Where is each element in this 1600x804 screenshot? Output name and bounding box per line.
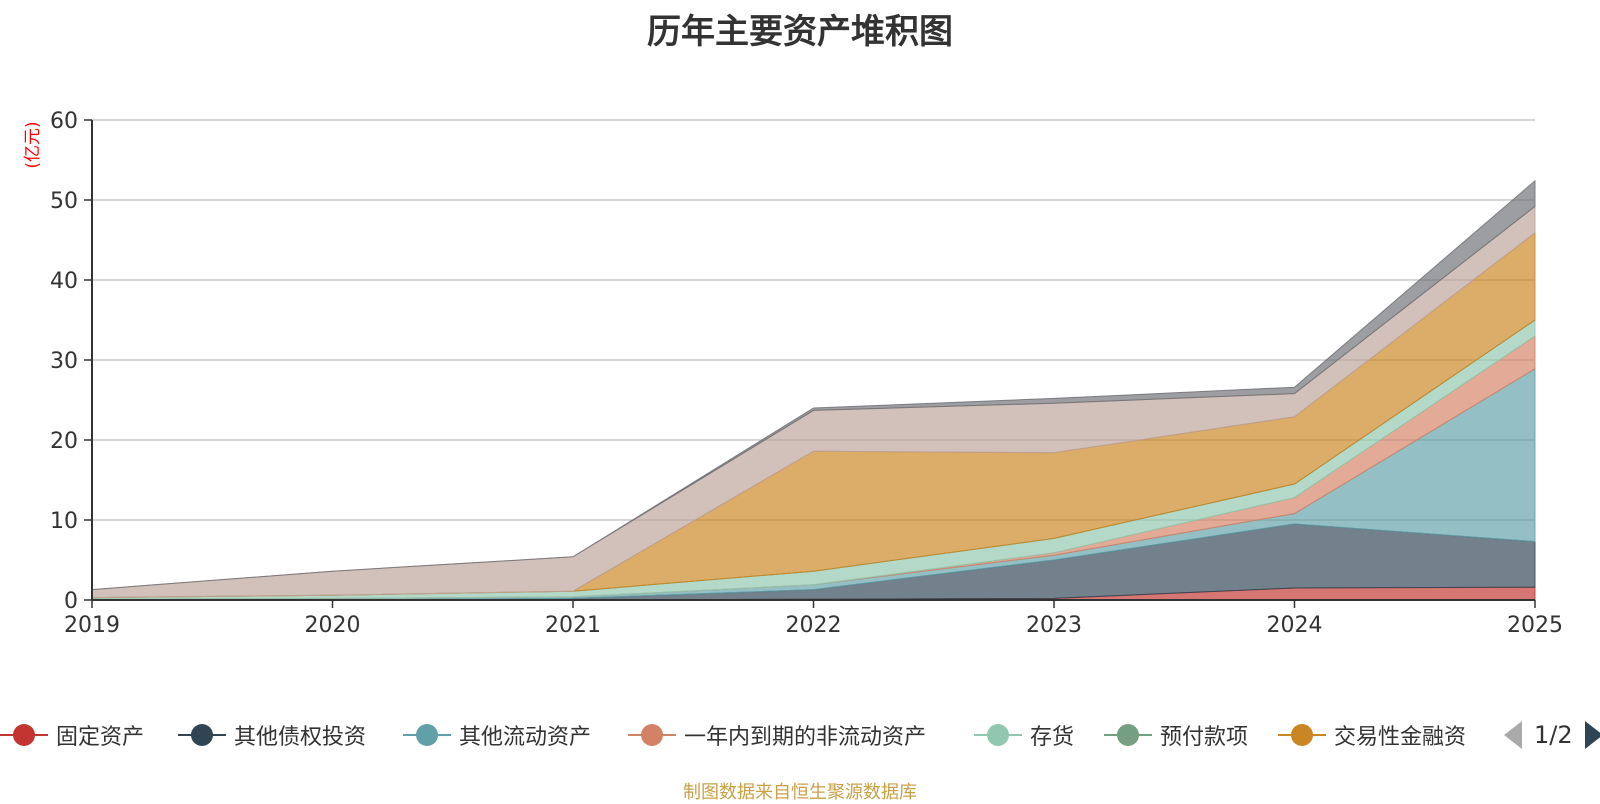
legend-prev-page-icon[interactable] [1504, 721, 1522, 749]
x-tick-label: 2020 [305, 613, 361, 638]
y-tick-label: 40 [50, 269, 78, 294]
x-tick-label: 2021 [545, 613, 601, 638]
y-tick-label: 50 [50, 189, 78, 214]
legend-item[interactable]: 交易性金融资 [1278, 715, 1466, 755]
legend-label: 一年内到期的非流动资产 [684, 725, 927, 750]
area-series-8[interactable] [91, 179, 1536, 591]
y-tick-label: 0 [64, 589, 78, 614]
legend-marker-icon [1278, 723, 1326, 747]
legend-item[interactable]: 其他债权投资 [178, 715, 366, 755]
y-tick-label: 20 [50, 429, 78, 454]
y-tick-label: 10 [50, 509, 78, 534]
x-tick-label: 2019 [64, 613, 120, 638]
legend-label: 固定资产 [56, 725, 145, 750]
x-tick-label: 2024 [1267, 613, 1323, 638]
legend-item[interactable]: 预付款项 [1104, 715, 1248, 755]
legend-label: 其他流动资产 [459, 725, 592, 750]
legend-item[interactable]: 其他流动资产 [403, 715, 591, 755]
legend-item[interactable]: 固定资产 [0, 715, 144, 755]
x-tick-label: 2023 [1026, 613, 1082, 638]
data-source-note: 制图数据来自恒生聚源数据库 [683, 782, 917, 803]
x-tick-label: 2025 [1507, 613, 1563, 638]
legend-marker-icon [974, 723, 1022, 747]
legend-item[interactable]: 一年内到期的非流动资产 [628, 715, 926, 755]
legend-label: 存货 [1030, 725, 1075, 750]
x-tick-label: 2022 [786, 613, 842, 638]
chart-title: 历年主要资产堆积图 [647, 12, 953, 52]
legend: 固定资产 其他债权投资 其他流动资产 一年内到期的非流动资产 存货 预付款项 交易性金融资 [0, 715, 1600, 755]
y-tick-label: 60 [50, 109, 78, 134]
legend-item[interactable]: 存货 [974, 715, 1074, 755]
legend-label: 其他债权投资 [234, 725, 367, 750]
legend-page-indicator: 1/2 [1534, 721, 1573, 749]
legend-marker-icon [1104, 723, 1152, 747]
legend-next-page-icon[interactable] [1584, 721, 1600, 749]
legend-label: 预付款项 [1160, 725, 1249, 750]
legend-marker-icon [178, 723, 226, 747]
legend-pager: 1/2 [1504, 720, 1600, 750]
y-tick-label: 30 [50, 349, 78, 374]
legend-label: 交易性金融资 [1334, 725, 1467, 750]
chart-plot: (亿元) 0 10 20 30 40 50 60 2019 2020 2021 2022 2023 20… [23, 109, 1563, 638]
legend-marker-icon [0, 723, 48, 747]
legend-marker-icon [403, 723, 451, 747]
y-axis-unit-label: (亿元) [23, 121, 43, 168]
legend-marker-icon [628, 723, 676, 747]
